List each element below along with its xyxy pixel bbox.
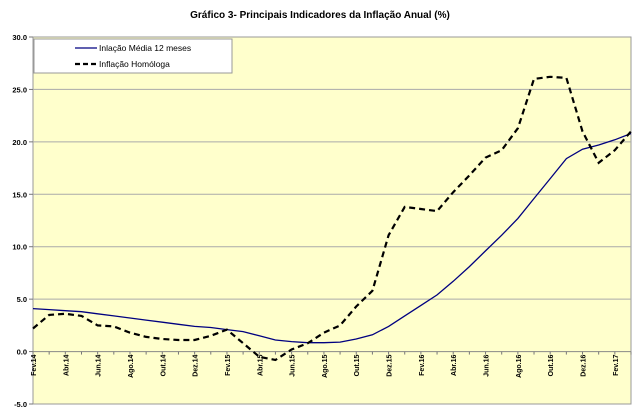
y-tick-label: 10.0: [12, 243, 27, 252]
x-tick-label: Out.16: [548, 354, 555, 376]
x-tick-label: Fev.16: [419, 354, 426, 375]
x-tick-label: Dez.16: [581, 354, 588, 376]
legend-box: [33, 38, 233, 74]
plot-area: [32, 36, 632, 405]
legend-label: Inflação Homóloga: [99, 59, 170, 69]
x-tick-label: Out.15: [354, 354, 361, 376]
x-tick-label: Fev.17: [613, 354, 620, 375]
x-tick-label: Fev.15: [225, 354, 232, 375]
x-tick-label: Ago.16: [516, 354, 523, 377]
y-tick-label: 0.0: [17, 348, 27, 357]
x-tick-label: Fev.14: [31, 354, 38, 375]
legend: Inlação Média 12 meses Inflação Homóloga: [33, 38, 233, 74]
y-tick-label: 20.0: [12, 138, 27, 147]
y-tick-label: 30.0: [12, 33, 27, 42]
x-tick-label: Ago.15: [322, 354, 329, 377]
x-tick-label: Dez.14: [193, 354, 200, 376]
x-tick-label: Abr.16: [451, 354, 458, 376]
chart-title: Gráfico 3- Principais Indicadores da Inf…: [190, 10, 450, 21]
x-tick-label: Ago.14: [128, 354, 135, 377]
x-tick-label: Out.14: [160, 354, 167, 376]
y-tick-label: 5.0: [17, 295, 27, 304]
legend-label: Inlação Média 12 meses: [99, 43, 191, 53]
x-tick-label: Jun.14: [96, 354, 103, 376]
x-tick-label: Dez.15: [387, 354, 394, 376]
y-tick-label: -5.0: [14, 400, 27, 409]
series-line-0: [32, 132, 632, 344]
x-tick-label: Abr.14: [63, 354, 70, 376]
y-tick-label: 25.0: [12, 85, 27, 94]
x-tick-label: Abr.15: [257, 354, 264, 376]
x-tick-label: Jun.15: [290, 354, 297, 376]
x-tick-label: Jun.16: [484, 354, 491, 376]
y-tick-label: 15.0: [12, 190, 27, 199]
